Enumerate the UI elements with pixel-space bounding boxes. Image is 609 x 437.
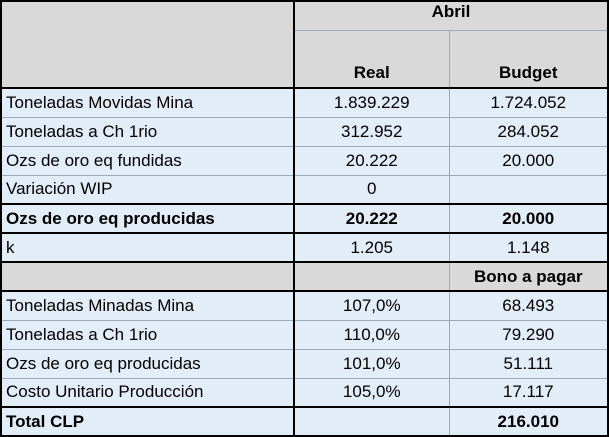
table-row: Variación WIP 0	[0, 174, 609, 205]
real-cell: 110,0%	[293, 319, 450, 350]
row-label: Ozs de oro eq fundidas	[0, 145, 295, 176]
row-label: Ozs de oro eq producidas	[0, 203, 295, 234]
real-cell: 1.205	[293, 232, 450, 263]
row-label: Ozs de oro eq producidas	[0, 348, 295, 379]
real-cell: 20.222	[293, 145, 450, 176]
budget-cell: 1.724.052	[448, 87, 609, 118]
table-row: Costo Unitario Producción 105,0% 17.117	[0, 377, 609, 408]
row-label: Toneladas Movidas Mina	[0, 87, 295, 118]
header-blank	[0, 0, 295, 89]
bonus-header: Bono a pagar	[448, 261, 609, 292]
budget-cell: 51.111	[448, 348, 609, 379]
table-row: Toneladas a Ch 1rio 312.952 284.052	[0, 116, 609, 147]
table-row: Ozs de oro eq fundidas 20.222 20.000	[0, 145, 609, 176]
table-row: Ozs de oro eq producidas 20.222 20.000	[0, 203, 609, 234]
real-cell: 20.222	[293, 203, 450, 234]
budget-cell: 216.010	[448, 406, 609, 437]
row-label: Toneladas Minadas Mina	[0, 290, 295, 321]
header-row: Abril	[0, 0, 609, 89]
real-cell: 101,0%	[293, 348, 450, 379]
bonus-blank	[0, 261, 295, 292]
table-row: Ozs de oro eq producidas 101,0% 51.111	[0, 348, 609, 379]
real-cell: 0	[293, 174, 450, 205]
budget-cell: 79.290	[448, 319, 609, 350]
row-label: Costo Unitario Producción	[0, 377, 295, 408]
real-cell: 105,0%	[293, 377, 450, 408]
budget-cell: 68.493	[448, 290, 609, 321]
table-row: Toneladas a Ch 1rio 110,0% 79.290	[0, 319, 609, 350]
row-label: Toneladas a Ch 1rio	[0, 319, 295, 350]
real-cell: 1.839.229	[293, 87, 450, 118]
table-row: Toneladas Movidas Mina 1.839.229 1.724.052	[0, 87, 609, 118]
row-label: Toneladas a Ch 1rio	[0, 116, 295, 147]
table-row: Total CLP 216.010	[0, 406, 609, 437]
bonus-header-row: Bono a pagar	[0, 261, 609, 292]
table-row: k 1.205 1.148	[0, 232, 609, 263]
column-header-row: Real Budget	[1, 29, 609, 89]
budget-cell: 284.052	[448, 116, 609, 147]
real-cell: 312.952	[293, 116, 450, 147]
budget-cell	[448, 174, 609, 205]
row-label: Variación WIP	[0, 174, 295, 205]
month-header: Abril	[293, 0, 609, 31]
real-cell	[293, 406, 450, 437]
row-label: k	[0, 232, 295, 263]
row-label: Total CLP	[0, 406, 295, 437]
budget-cell: 20.000	[448, 203, 609, 234]
column-header: Budget	[448, 29, 609, 89]
budget-cell: 20.000	[448, 145, 609, 176]
real-cell: 107,0%	[293, 290, 450, 321]
budget-cell: 17.117	[448, 377, 609, 408]
budget-cell: 1.148	[448, 232, 609, 263]
bonus-blank	[293, 261, 450, 292]
table-row: Toneladas Minadas Mina 107,0% 68.493	[0, 290, 609, 321]
column-header: Real	[293, 29, 450, 89]
